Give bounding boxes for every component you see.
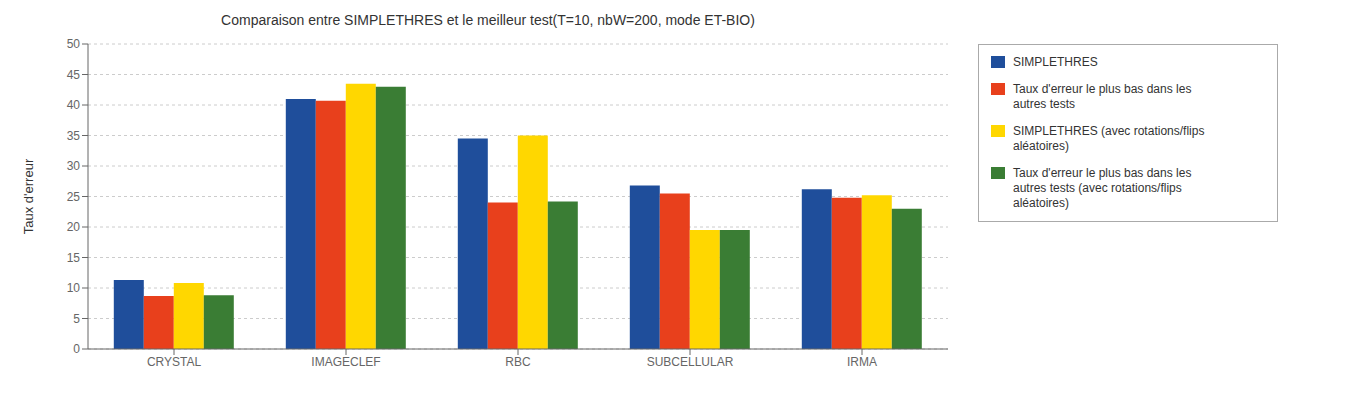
html-text:Taux d'erreur le plus bas dans: Taux d'erreur le plus bas dans les autre…	[1013, 82, 1192, 111]
svg-text:40: 40	[67, 98, 81, 112]
svg-text:15: 15	[67, 251, 81, 265]
svg-text:SUBCELLULAR: SUBCELLULAR	[647, 355, 734, 369]
html-text:Comparaison entre SIMPLETHRES: Comparaison entre SIMPLETHRES et le meil…	[221, 12, 755, 28]
svg-text:RBC: RBC	[505, 355, 531, 369]
svg-text:45: 45	[67, 68, 81, 82]
svg-text:0: 0	[73, 342, 80, 356]
svg-text:10: 10	[67, 281, 81, 295]
svg-text:25: 25	[67, 190, 81, 204]
html-text:SIMPLETHRES (avec rotations/fl: SIMPLETHRES (avec rotations/flips aléato…	[1013, 124, 1205, 153]
svg-text:20: 20	[67, 220, 81, 234]
svg-text:50: 50	[67, 37, 81, 51]
svg-text:5: 5	[73, 312, 80, 326]
svg-text:IRMA: IRMA	[847, 355, 877, 369]
html-text:SIMPLETHRES: SIMPLETHRES	[1013, 55, 1098, 69]
svg-text:IMAGECLEF: IMAGECLEF	[311, 355, 380, 369]
html-text:Taux d'erreur le plus bas dans: Taux d'erreur le plus bas dans les autre…	[1013, 166, 1192, 210]
svg-text:CRYSTAL: CRYSTAL	[147, 355, 202, 369]
svg-text:30: 30	[67, 159, 81, 173]
svg-text:35: 35	[67, 129, 81, 143]
svg-text:Taux d'erreur: Taux d'erreur	[21, 158, 36, 234]
